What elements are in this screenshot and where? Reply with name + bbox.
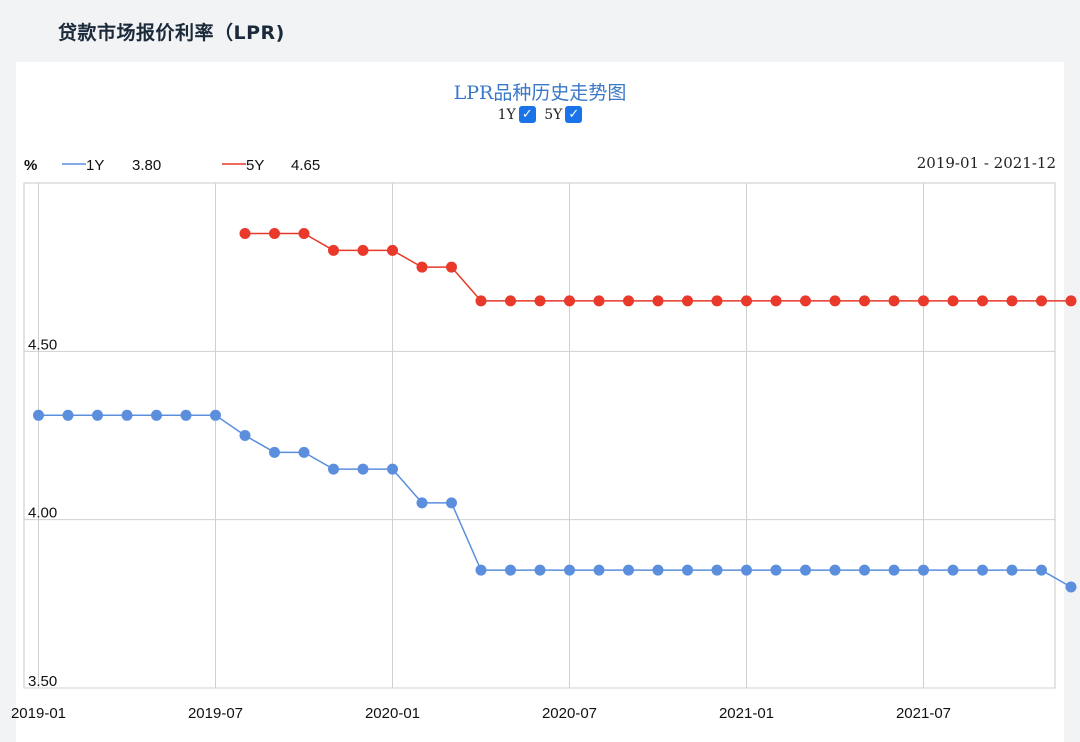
data-point-1y[interactable]	[623, 564, 634, 576]
x-tick-label: 2020-01	[365, 705, 420, 722]
data-point-1y[interactable]	[1065, 581, 1077, 593]
legend-1y-name: 1Y	[86, 157, 104, 174]
data-point-1y[interactable]	[593, 564, 605, 576]
data-point-1y[interactable]	[1006, 564, 1018, 576]
data-point-1y[interactable]	[446, 497, 457, 509]
data-point-1y[interactable]	[859, 564, 870, 576]
data-point-5y[interactable]	[298, 228, 310, 239]
data-point-5y[interactable]	[1036, 295, 1047, 307]
data-point-5y[interactable]	[328, 244, 339, 256]
data-point-5y[interactable]	[475, 295, 487, 307]
data-point-5y[interactable]	[505, 295, 516, 307]
data-point-1y[interactable]	[534, 564, 546, 576]
data-point-1y[interactable]	[711, 564, 723, 576]
x-tick-label: 2021-07	[896, 705, 951, 722]
series-line-1y	[38, 414, 1072, 588]
data-point-5y[interactable]	[387, 244, 398, 256]
data-point-1y[interactable]	[918, 564, 929, 576]
tick-labels: 3.50 4.00 4.50 2019-01 2019-07 2020-01 2020-07…	[11, 336, 951, 722]
data-point-1y[interactable]	[416, 497, 428, 509]
data-point-1y[interactable]	[682, 564, 693, 576]
data-point-5y[interactable]	[918, 295, 929, 307]
data-point-1y[interactable]	[505, 564, 516, 576]
data-point-5y[interactable]	[741, 295, 752, 307]
data-point-5y[interactable]	[357, 244, 369, 256]
toggle-5y-label: 5Y	[544, 106, 563, 123]
data-point-1y[interactable]	[387, 463, 398, 475]
data-point-5y[interactable]	[239, 228, 251, 239]
legend: % 1Y 3.80 5Y 4.65	[24, 157, 320, 174]
series-line-5y	[245, 232, 1071, 302]
toggle-5y[interactable]: 5Y ✓	[544, 106, 583, 123]
data-point-5y[interactable]	[947, 295, 959, 307]
toggle-1y[interactable]: 1Y ✓	[498, 106, 536, 123]
data-point-1y[interactable]	[800, 564, 811, 576]
data-point-5y[interactable]	[1065, 295, 1077, 307]
data-point-1y[interactable]	[564, 564, 575, 576]
data-point-5y[interactable]	[1006, 295, 1018, 307]
data-point-1y[interactable]	[977, 564, 988, 576]
data-point-1y[interactable]	[328, 463, 339, 475]
x-tick-label: 2020-07	[542, 705, 597, 722]
date-range-label: 2019-01 - 2021-12	[917, 154, 1056, 172]
data-point-1y[interactable]	[829, 564, 841, 576]
data-point-5y[interactable]	[416, 261, 428, 273]
data-point-1y[interactable]	[269, 446, 280, 458]
data-point-1y[interactable]	[741, 564, 752, 576]
data-point-5y[interactable]	[534, 295, 546, 307]
x-tick-label: 2021-01	[719, 705, 774, 722]
checkbox-checked-icon[interactable]: ✓	[565, 106, 583, 123]
series-lines	[33, 228, 1077, 593]
data-point-1y[interactable]	[652, 564, 664, 576]
data-point-5y[interactable]	[859, 295, 870, 307]
data-point-1y[interactable]	[475, 564, 487, 576]
data-point-5y[interactable]	[623, 295, 634, 307]
legend-5y-name: 5Y	[246, 157, 264, 174]
legend-1y-value: 3.80	[132, 157, 161, 174]
data-point-1y[interactable]	[33, 409, 44, 421]
chart-panel	[16, 62, 1064, 742]
data-point-5y[interactable]	[564, 295, 575, 307]
data-point-1y[interactable]	[151, 409, 162, 421]
toggle-1y-label: 1Y	[497, 106, 516, 123]
data-point-5y[interactable]	[446, 261, 457, 273]
series-toggles: 1Y ✓ 5Y ✓	[0, 106, 1080, 123]
y-unit-label: %	[24, 157, 37, 174]
checkbox-checked-icon[interactable]: ✓	[518, 106, 536, 123]
data-point-5y[interactable]	[711, 295, 723, 307]
x-tick-label: 2019-07	[188, 705, 243, 722]
plot-frame	[23, 182, 1056, 689]
data-point-1y[interactable]	[121, 409, 133, 421]
data-point-5y[interactable]	[593, 295, 605, 307]
x-tick-label: 2019-01	[11, 705, 66, 722]
data-point-1y[interactable]	[357, 463, 369, 475]
y-tick-label: 3.50	[28, 673, 57, 690]
data-point-1y[interactable]	[92, 409, 103, 421]
data-point-1y[interactable]	[62, 409, 74, 421]
data-point-5y[interactable]	[977, 295, 988, 307]
data-point-1y[interactable]	[210, 409, 221, 421]
page-title: 贷款市场报价利率（LPR)	[58, 22, 285, 44]
data-point-1y[interactable]	[770, 564, 782, 576]
data-point-5y[interactable]	[800, 295, 811, 307]
y-tick-label: 4.50	[28, 336, 57, 353]
data-point-1y[interactable]	[239, 430, 251, 441]
data-point-1y[interactable]	[1036, 564, 1047, 576]
data-point-1y[interactable]	[947, 564, 959, 576]
data-point-5y[interactable]	[888, 295, 900, 307]
data-point-1y[interactable]	[180, 409, 192, 421]
data-point-1y[interactable]	[298, 446, 310, 458]
data-point-1y[interactable]	[888, 564, 900, 576]
data-point-5y[interactable]	[682, 295, 693, 307]
y-tick-label: 4.00	[28, 505, 57, 522]
chart-title: LPR品种历史走势图	[453, 82, 627, 104]
grid	[23, 182, 1056, 689]
data-point-5y[interactable]	[770, 295, 782, 307]
legend-5y-value: 4.65	[291, 157, 320, 174]
data-point-5y[interactable]	[829, 295, 841, 307]
data-point-5y[interactable]	[652, 295, 664, 307]
data-point-5y[interactable]	[269, 228, 280, 239]
